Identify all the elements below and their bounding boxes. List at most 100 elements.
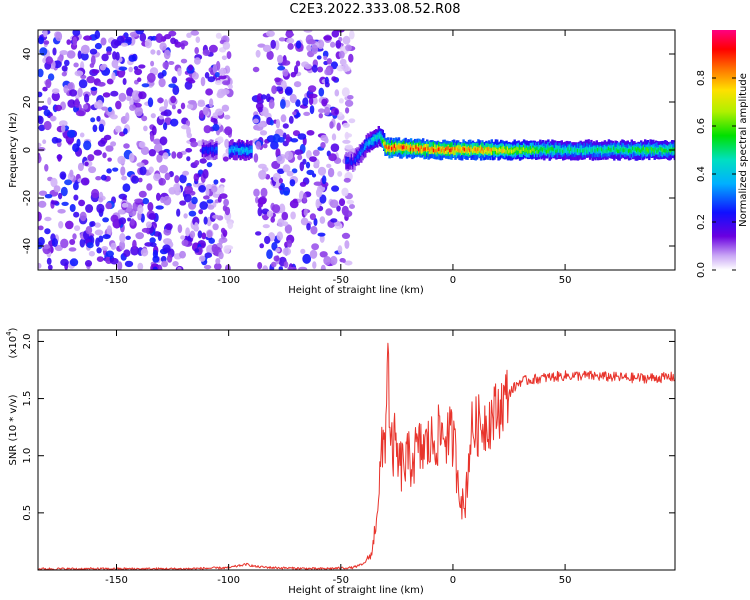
ridge-cell bbox=[470, 147, 473, 151]
ridge-cell bbox=[609, 147, 612, 152]
ridge-cell bbox=[533, 149, 537, 153]
noise-cell bbox=[168, 83, 177, 88]
ridge-cell bbox=[244, 148, 248, 153]
noise-cell bbox=[283, 261, 289, 269]
noise-cell bbox=[115, 125, 122, 133]
noise-cell bbox=[214, 80, 223, 86]
noise-cell bbox=[330, 255, 338, 266]
ridge-cell bbox=[529, 145, 533, 153]
ridge-cell bbox=[212, 147, 215, 151]
ridge-cell bbox=[601, 148, 604, 156]
ridge-cell bbox=[442, 146, 445, 150]
noise-cell bbox=[204, 72, 210, 79]
noise-cell bbox=[185, 148, 193, 153]
ridge-cell bbox=[205, 146, 209, 151]
noise-cell bbox=[60, 238, 69, 249]
noise-cell bbox=[89, 63, 95, 68]
snr-y-ticks: 0.5 1.0 1.5 2.0 bbox=[22, 333, 675, 521]
noise-cell bbox=[271, 261, 277, 268]
noise-cell bbox=[66, 39, 71, 45]
ridge-cell bbox=[238, 148, 241, 152]
ridge-cell bbox=[479, 145, 483, 153]
noise-cell bbox=[165, 223, 173, 231]
noise-cell bbox=[163, 122, 168, 131]
noise-cell bbox=[215, 108, 224, 116]
noise-cell bbox=[292, 130, 301, 137]
noise-cell bbox=[38, 154, 42, 164]
colorbar-tick-label: 0.8 bbox=[696, 70, 707, 86]
noise-cell bbox=[309, 249, 318, 259]
noise-cell bbox=[45, 56, 53, 65]
noise-cell bbox=[51, 91, 60, 102]
noise-cell bbox=[84, 161, 89, 167]
ridge-cell bbox=[622, 148, 625, 153]
noise-cell bbox=[331, 185, 340, 192]
noise-cell bbox=[272, 133, 281, 143]
noise-cell bbox=[132, 239, 137, 250]
noise-cell bbox=[166, 254, 173, 263]
ridge-cell bbox=[209, 147, 213, 151]
noise-cell bbox=[97, 139, 106, 147]
ridge-cell bbox=[509, 148, 512, 153]
noise-cell bbox=[349, 204, 355, 209]
noise-cell bbox=[187, 64, 194, 71]
noise-cell bbox=[129, 104, 136, 111]
noise-cell bbox=[336, 65, 345, 72]
ridge-cell bbox=[405, 145, 409, 150]
noise-cell bbox=[127, 217, 132, 222]
noise-cell bbox=[186, 32, 192, 38]
noise-cell bbox=[69, 169, 74, 178]
ridge-cell bbox=[544, 148, 547, 152]
ridge-cell bbox=[623, 148, 627, 153]
ridge-cell bbox=[352, 161, 355, 165]
ridge-cell bbox=[599, 147, 602, 151]
noise-cell bbox=[42, 244, 51, 249]
ridge-cell bbox=[489, 148, 492, 153]
noise-cell bbox=[155, 205, 164, 210]
ridge-cell bbox=[213, 148, 217, 153]
noise-cell bbox=[338, 50, 345, 59]
noise-cell bbox=[124, 260, 134, 268]
noise-cell bbox=[190, 141, 198, 148]
noise-cell bbox=[106, 51, 112, 56]
noise-cell bbox=[222, 205, 228, 212]
noise-cell bbox=[195, 36, 201, 43]
ridge-cell bbox=[607, 146, 611, 151]
noise-cell bbox=[206, 230, 213, 238]
ridge-cell bbox=[385, 145, 389, 153]
ridge-cell bbox=[431, 146, 434, 150]
ridge-cell bbox=[583, 148, 586, 153]
ridge-cell bbox=[469, 148, 472, 152]
ridge-cell bbox=[411, 145, 414, 150]
noise-cell bbox=[135, 232, 144, 240]
ridge-cell bbox=[201, 149, 205, 153]
ridge-cell bbox=[525, 148, 528, 152]
noise-cell bbox=[206, 199, 214, 204]
noise-cell bbox=[157, 72, 164, 79]
ridge-cell bbox=[395, 147, 398, 151]
noise-cell bbox=[55, 138, 62, 143]
ridge-cell bbox=[346, 158, 349, 163]
noise-cell bbox=[284, 89, 293, 95]
noise-cell bbox=[198, 209, 204, 215]
noise-cell bbox=[324, 76, 329, 84]
noise-cell bbox=[148, 213, 157, 220]
noise-cell bbox=[177, 266, 182, 270]
ridge-cell bbox=[356, 155, 359, 159]
snr-series-line bbox=[38, 342, 675, 570]
noise-cell bbox=[295, 40, 302, 49]
ridge-cell bbox=[481, 146, 484, 151]
noise-cell bbox=[341, 232, 351, 239]
noise-cell bbox=[172, 261, 179, 267]
ridge-cell bbox=[654, 147, 658, 151]
noise-cell bbox=[285, 134, 291, 144]
noise-cell bbox=[58, 120, 68, 127]
ridge-cell bbox=[432, 148, 436, 153]
noise-cell bbox=[112, 167, 119, 172]
noise-cell bbox=[302, 192, 307, 203]
ridge-cell bbox=[215, 146, 218, 151]
ridge-cell bbox=[369, 140, 372, 145]
noise-cell bbox=[317, 166, 327, 176]
ridge-cell bbox=[611, 148, 615, 153]
noise-cell bbox=[162, 244, 171, 253]
